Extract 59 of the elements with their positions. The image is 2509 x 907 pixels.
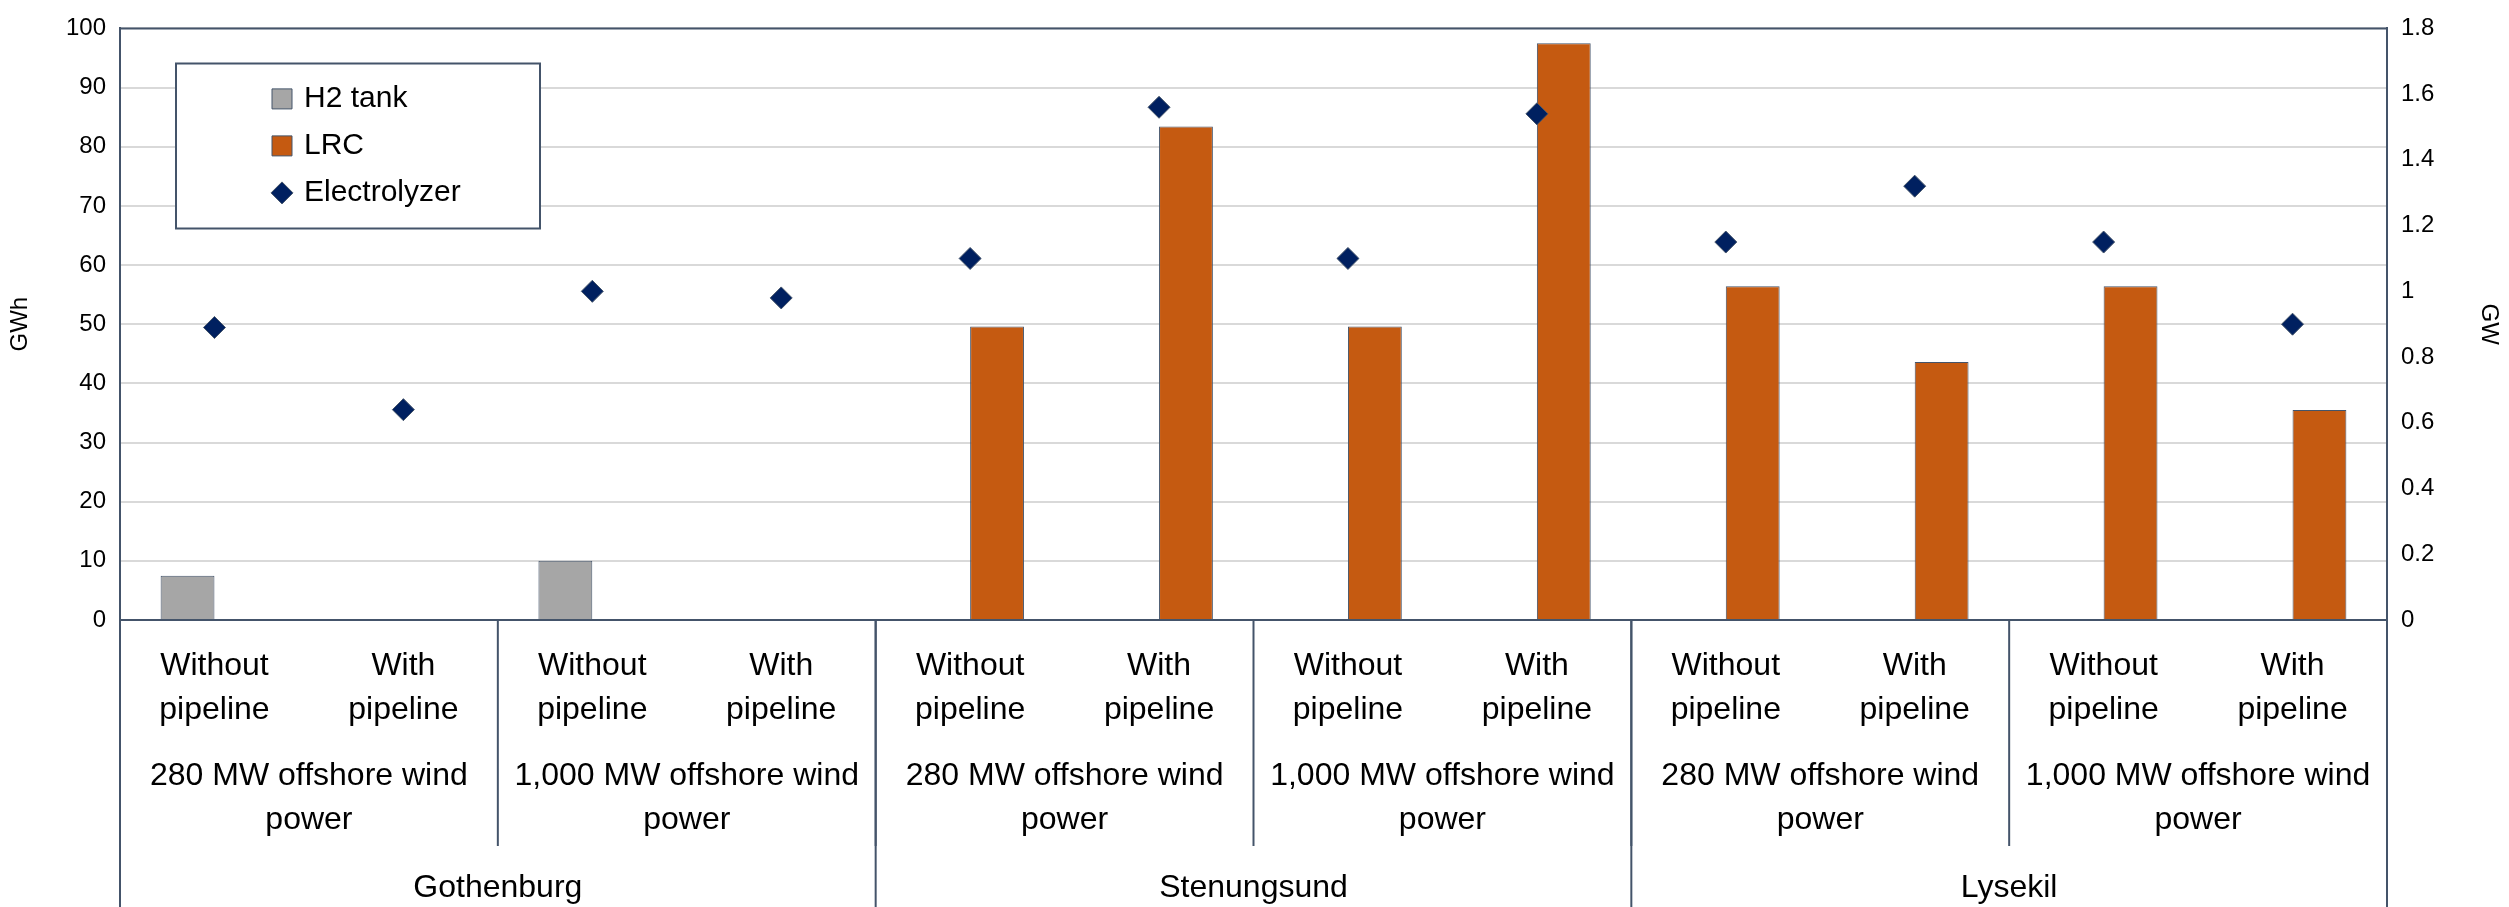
x-tick-label: Without pipeline bbox=[1292, 645, 1404, 726]
x-tick-label: With pipeline bbox=[1859, 645, 1970, 726]
y-tick-label: 90 bbox=[79, 72, 106, 100]
text: Lysekil bbox=[1960, 867, 2058, 904]
y-tick-label: 80 bbox=[79, 131, 106, 159]
y2-tick-label: 1 bbox=[2401, 275, 2415, 303]
y-tick-label: 100 bbox=[65, 13, 106, 41]
y-axis-title: GWh bbox=[5, 296, 33, 352]
legend-label: Electrolyzer bbox=[304, 174, 461, 208]
text: 280 MW offshore wind power bbox=[1661, 755, 1980, 836]
y2-tick-label: 1.6 bbox=[2401, 78, 2435, 106]
point bbox=[769, 286, 793, 310]
point bbox=[1336, 246, 1360, 270]
x-tick-label: Without pipeline bbox=[159, 645, 270, 726]
point bbox=[1525, 102, 1549, 126]
point bbox=[2281, 312, 2305, 336]
y2-tick-label: 1.2 bbox=[2401, 210, 2435, 238]
text: 1,000 MW offshore wind power bbox=[1270, 755, 1615, 836]
y-tick-label: 10 bbox=[79, 545, 106, 573]
text: 280 MW offshore wind power bbox=[905, 755, 1224, 836]
x-tick-label: With pipeline bbox=[726, 645, 837, 726]
text: 1,000 MW offshore wind power bbox=[2025, 755, 2371, 836]
point bbox=[2092, 230, 2116, 254]
point bbox=[958, 246, 982, 270]
y2-tick-label: 0.2 bbox=[2401, 538, 2435, 566]
x-tick-label: With pipeline bbox=[1481, 645, 1593, 726]
y-tick-label: 0 bbox=[92, 604, 106, 632]
y2-tick-label: 1.4 bbox=[2401, 144, 2435, 172]
x-tick-label: Without pipeline bbox=[537, 645, 648, 726]
legend-label: H2 tank bbox=[304, 80, 409, 114]
x-tick-label: With pipeline bbox=[2237, 645, 2348, 726]
x-tick-label: With pipeline bbox=[348, 645, 459, 726]
point bbox=[580, 279, 604, 303]
text: Stenungsund bbox=[1159, 867, 1348, 904]
y2-axis-title: GW bbox=[2476, 303, 2504, 346]
x-tick-label: Without pipeline bbox=[2048, 645, 2159, 726]
point bbox=[391, 398, 415, 422]
y-tick-label: 70 bbox=[79, 190, 106, 218]
y-tick-label: 40 bbox=[79, 367, 106, 395]
x-tick-label: With pipeline bbox=[1103, 645, 1215, 726]
y2-tick-label: 1.8 bbox=[2401, 13, 2435, 41]
x-tick-label: Without pipeline bbox=[1670, 645, 1781, 726]
point bbox=[1147, 95, 1171, 119]
y2-tick-label: 0.4 bbox=[2401, 473, 2435, 501]
y-tick-label: 60 bbox=[79, 249, 106, 277]
point bbox=[1903, 174, 1927, 198]
text: 1,000 MW offshore wind power bbox=[514, 755, 859, 836]
y-tick-label: 50 bbox=[79, 308, 106, 336]
text: 280 MW offshore wind power bbox=[150, 755, 468, 836]
y-tick-label: 30 bbox=[79, 427, 106, 455]
point bbox=[1714, 230, 1738, 254]
y2-tick-label: 0.8 bbox=[2401, 341, 2435, 369]
x-tick-label: Without pipeline bbox=[914, 645, 1026, 726]
text: Gothenburg bbox=[413, 867, 583, 904]
y2-tick-label: 0.6 bbox=[2401, 407, 2435, 435]
legend-label: LRC bbox=[304, 127, 365, 161]
y-tick-label: 20 bbox=[79, 486, 106, 514]
y2-tick-label: 0 bbox=[2401, 604, 2415, 632]
point bbox=[202, 315, 226, 339]
